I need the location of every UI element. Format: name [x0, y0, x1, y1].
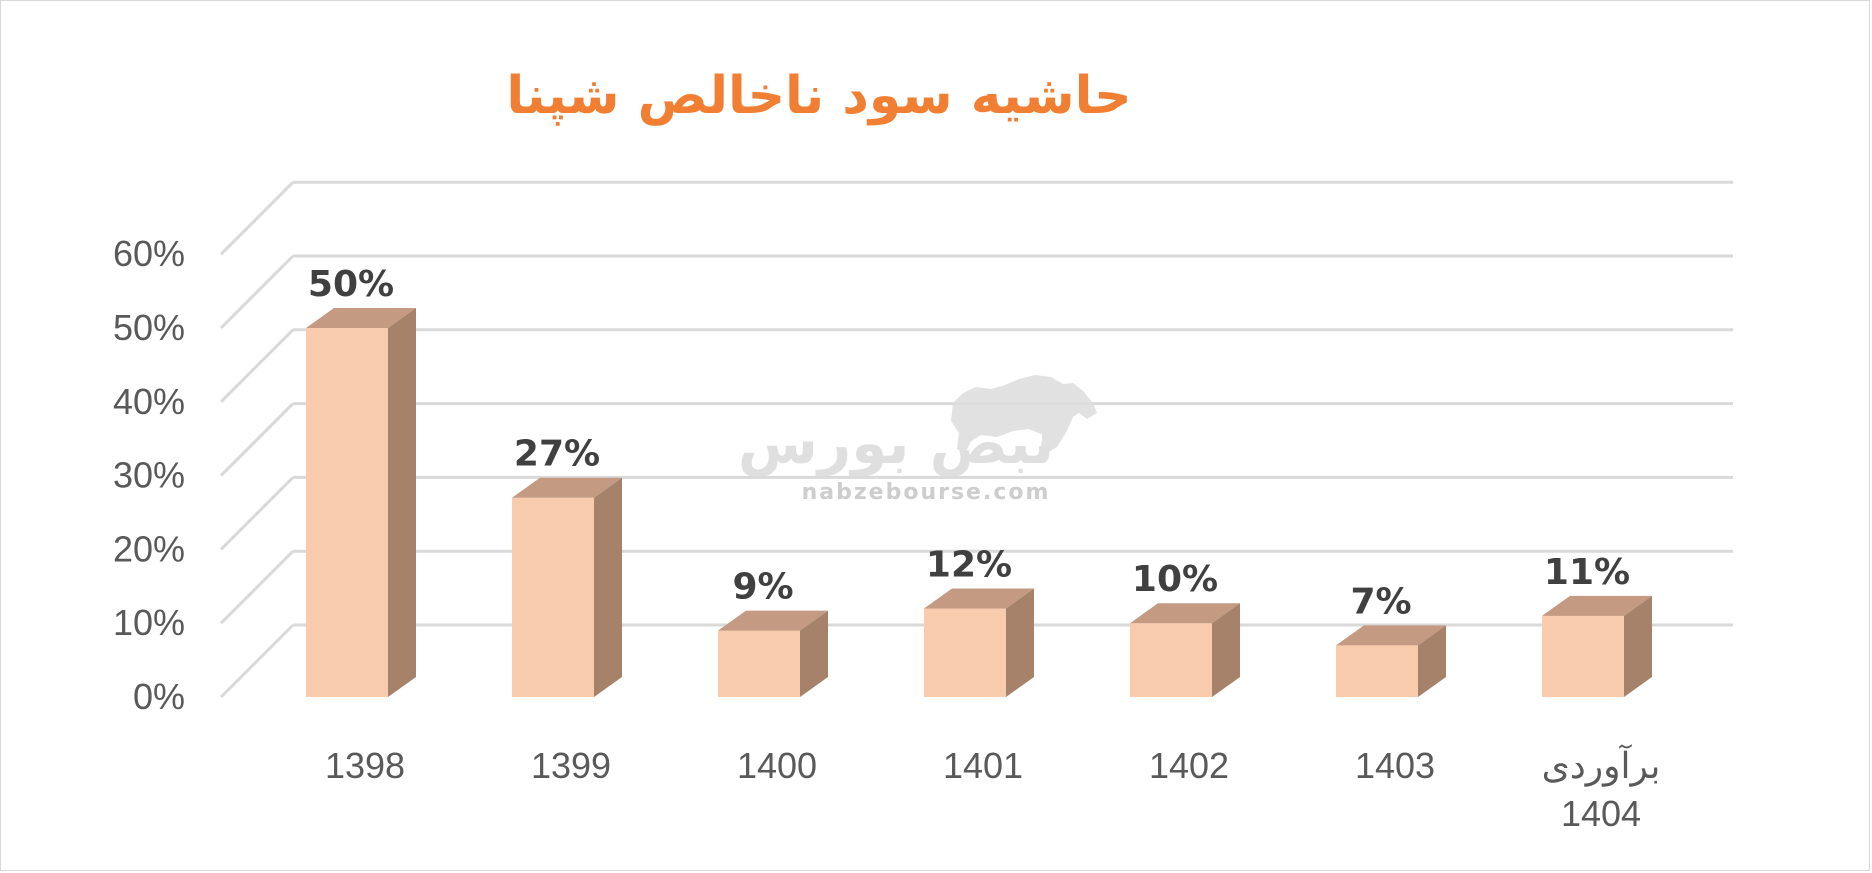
- bar: [1336, 625, 1446, 697]
- data-label: 50%: [308, 264, 394, 305]
- y-tick-label: 60%: [113, 233, 185, 274]
- watermark-brand: نبض بورس: [738, 409, 1054, 478]
- bar-side: [1624, 595, 1652, 697]
- y-tick-label: 10%: [113, 602, 185, 643]
- data-label: 9%: [732, 567, 793, 608]
- x-tick-label: 1403: [1355, 745, 1435, 786]
- bar-side: [1212, 603, 1240, 697]
- bull-icon: [951, 375, 1097, 453]
- gridline-depth: [219, 476, 295, 551]
- x-tick-label: 1401: [943, 745, 1023, 786]
- bar-front: [924, 608, 1006, 697]
- bar-front: [512, 497, 594, 697]
- bar-side: [594, 477, 622, 697]
- y-tick-label: 40%: [113, 381, 185, 422]
- watermark: نبض بورس nabzebourse.com: [738, 375, 1097, 505]
- bar-front: [306, 328, 388, 697]
- bar-front: [1336, 645, 1418, 697]
- gridline-depth: [219, 181, 295, 256]
- bar-top: [306, 308, 416, 328]
- bar-top: [512, 477, 622, 498]
- gridline-depth: [219, 254, 295, 330]
- bar-front: [1542, 615, 1624, 697]
- y-tick-label: 50%: [113, 307, 185, 348]
- bar-side: [1418, 625, 1446, 697]
- y-tick-label: 30%: [113, 455, 185, 496]
- x-tick-label: 1400: [737, 745, 817, 786]
- bar-top: [1542, 595, 1652, 616]
- bar: [718, 610, 828, 697]
- bar: [306, 308, 416, 697]
- bar-top: [1336, 625, 1446, 646]
- x-tick-label: 1404: [1561, 793, 1641, 834]
- data-label: 12%: [926, 544, 1012, 585]
- bar-top: [718, 610, 828, 631]
- bar-front: [1130, 623, 1212, 697]
- bar: [924, 588, 1034, 697]
- data-label: 11%: [1544, 552, 1630, 593]
- bar: [512, 477, 622, 697]
- bars: [306, 308, 1652, 697]
- data-label: 7%: [1350, 581, 1411, 622]
- x-tick-label: 1399: [531, 745, 611, 786]
- bar: [1130, 603, 1240, 697]
- y-tick-label: 0%: [133, 676, 185, 717]
- gridline-depth: [219, 402, 295, 477]
- bar-front: [718, 630, 800, 697]
- bar-side: [388, 308, 416, 697]
- bar-top: [924, 588, 1034, 609]
- data-label: 27%: [514, 434, 600, 475]
- bar-side: [1006, 588, 1034, 697]
- x-tick-label: 1402: [1149, 745, 1229, 786]
- data-label: 10%: [1132, 559, 1218, 600]
- x-tick-label: 1398: [325, 745, 405, 786]
- bar-side: [800, 610, 828, 697]
- gridline-depth: [219, 550, 295, 625]
- gridline-depth: [219, 328, 295, 403]
- chart-title: حاشیه سود ناخالص شپنا: [506, 66, 1131, 126]
- data-labels: 50% 27% 9% 12% 10% 7% 11%: [308, 264, 1630, 622]
- watermark-domain: nabzebourse.com: [802, 480, 1051, 505]
- bar: [1542, 595, 1652, 697]
- x-axis-tick-labels: 1398 1399 1400 1401 1402 1403 برآوردی 1404: [325, 744, 1660, 834]
- gridline-depth: [219, 623, 295, 699]
- x-tick-label: برآوردی: [1542, 744, 1661, 787]
- bar-top: [1130, 603, 1240, 624]
- y-tick-label: 20%: [113, 528, 185, 569]
- y-axis-tick-labels: 0% 10% 20% 30% 40% 50% 60%: [113, 233, 185, 717]
